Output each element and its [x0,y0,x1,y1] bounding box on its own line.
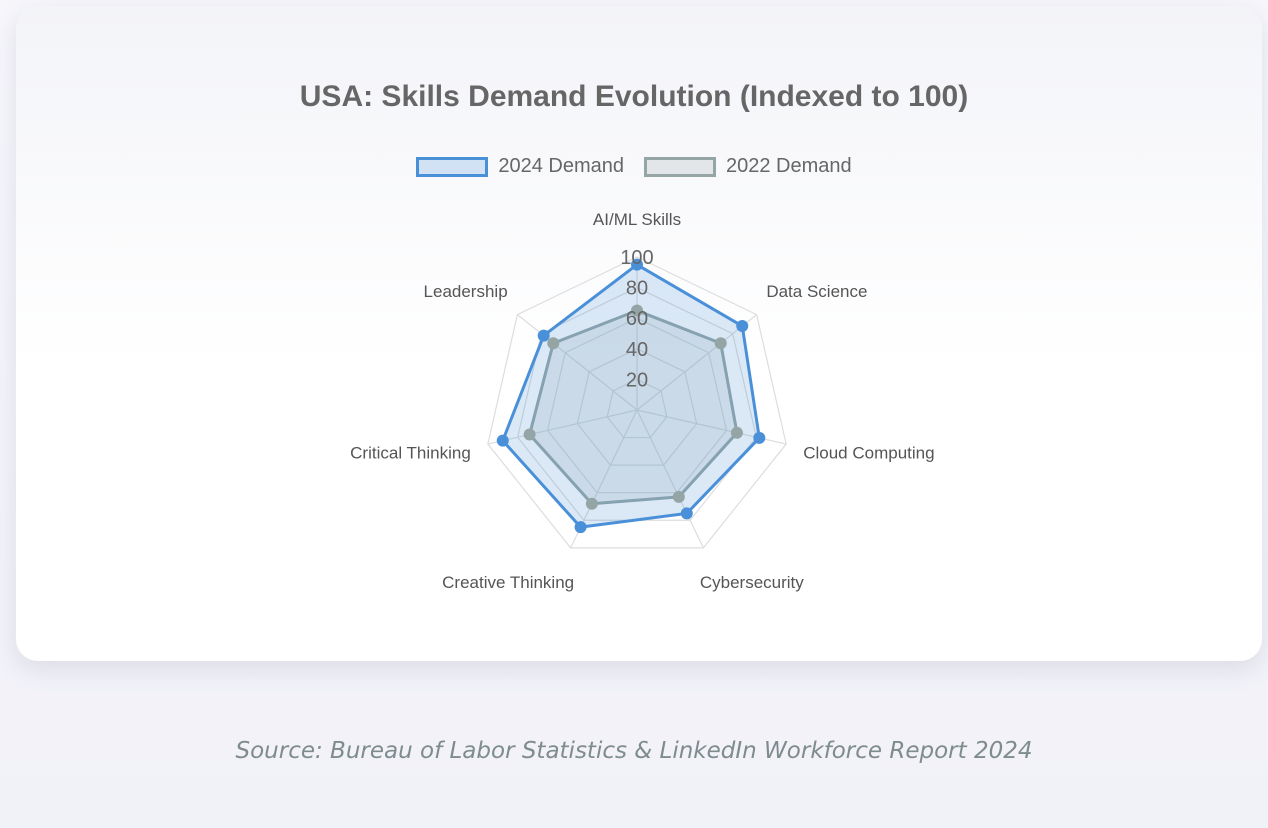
r-tick-label: 60 [626,308,648,330]
grid-spoke [487,409,638,445]
legend-label-2022: 2022 Demand [726,155,852,177]
grid-spoke [636,409,704,549]
series-area [501,263,761,529]
data-point [714,337,727,350]
data-point [730,426,743,439]
category-label: Critical Thinking [350,444,471,463]
source-note: Source: Bureau of Labor Statistics & Lin… [235,738,1033,764]
data-point [736,320,749,333]
legend-item-2022[interactable]: 2022 Demand [644,155,852,178]
r-tick-label: 20 [626,369,648,391]
legend-label-2024: 2024 Demand [498,155,624,177]
data-point [753,431,766,444]
chart-legend: 2024 Demand 2022 Demand [0,155,1268,178]
grid-spoke [636,314,757,411]
data-point [537,329,550,342]
category-label: Data Science [766,282,867,301]
data-point [574,521,587,534]
r-tick-label: 100 [620,247,653,269]
grid-ring [606,378,668,439]
data-point [631,304,643,317]
category-label: Cybersecurity [700,573,804,592]
data-point [523,428,536,441]
data-point [672,490,685,503]
r-tick-label: 80 [626,278,648,300]
chart-title: USA: Skills Demand Evolution (Indexed to… [299,80,969,113]
grid-ring [546,317,728,494]
chart-card [16,6,1262,661]
category-label: Leadership [424,282,508,301]
legend-item-2024[interactable]: 2024 Demand [416,155,624,178]
legend-swatch-2022 [644,156,716,177]
r-tick-label: 40 [626,339,648,361]
data-point [680,507,693,520]
grid-spoke [517,314,638,411]
category-label: Creative Thinking [442,573,574,592]
data-point [547,337,560,350]
data-point [631,258,643,271]
category-label: Cloud Computing [803,444,934,463]
category-label: AI/ML Skills [593,210,681,229]
data-point [585,497,598,510]
grid-ring [576,348,698,466]
data-point [496,434,509,447]
legend-swatch-2024 [416,156,489,177]
series-area [528,309,739,506]
grid-ring [487,256,787,549]
